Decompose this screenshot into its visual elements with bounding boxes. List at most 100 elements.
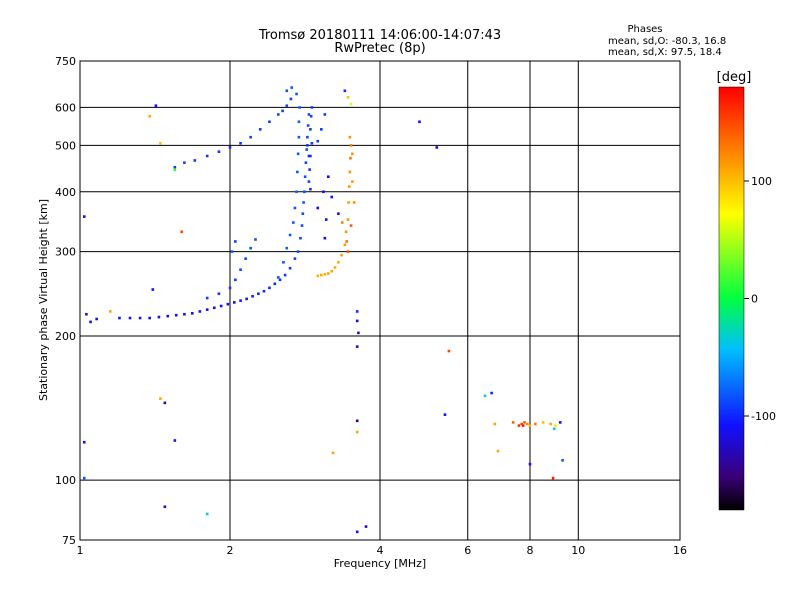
data-point bbox=[528, 462, 532, 466]
y-tick-label: 500 bbox=[55, 139, 76, 152]
y-axis-label: Stationary phase Virtual Height [km] bbox=[37, 199, 50, 401]
data-point bbox=[232, 301, 236, 304]
data-point bbox=[355, 430, 359, 434]
data-point bbox=[554, 424, 557, 427]
data-point bbox=[289, 97, 293, 101]
y-tick-label: 100 bbox=[55, 474, 76, 487]
data-point bbox=[348, 170, 352, 174]
data-point bbox=[558, 421, 562, 424]
data-point bbox=[355, 310, 359, 313]
data-point bbox=[292, 221, 295, 224]
data-point bbox=[305, 148, 308, 151]
data-point bbox=[249, 246, 252, 250]
data-point bbox=[281, 109, 284, 113]
data-point bbox=[219, 304, 223, 308]
data-point bbox=[239, 141, 242, 145]
data-point bbox=[343, 89, 347, 93]
data-point bbox=[316, 274, 320, 278]
data-point bbox=[343, 243, 347, 247]
data-point bbox=[118, 316, 121, 320]
colorbar-tick-label: 100 bbox=[751, 175, 772, 188]
data-point bbox=[285, 104, 289, 107]
data-point bbox=[323, 113, 327, 116]
colorbar-label: [deg] bbox=[717, 70, 752, 85]
data-point bbox=[493, 422, 497, 426]
data-point bbox=[345, 240, 349, 243]
data-point bbox=[320, 273, 323, 277]
x-tick-label: 1 bbox=[77, 544, 84, 557]
data-point bbox=[520, 422, 524, 426]
data-point bbox=[330, 195, 334, 199]
data-point bbox=[323, 236, 327, 240]
data-point bbox=[234, 278, 237, 282]
y-tick-label: 750 bbox=[55, 55, 76, 68]
data-point bbox=[276, 276, 280, 279]
data-point bbox=[552, 427, 556, 431]
data-point bbox=[268, 286, 271, 290]
data-point bbox=[82, 215, 86, 218]
colorbar bbox=[718, 86, 745, 511]
data-point bbox=[303, 190, 306, 194]
data-point bbox=[304, 161, 308, 164]
x-tick-label: 4 bbox=[377, 544, 384, 557]
data-point bbox=[521, 424, 525, 427]
data-point bbox=[511, 421, 515, 424]
data-point bbox=[159, 141, 162, 145]
data-point bbox=[278, 278, 282, 282]
data-point bbox=[239, 268, 242, 272]
data-point bbox=[525, 422, 529, 426]
data-point bbox=[346, 250, 350, 253]
data-point bbox=[82, 440, 86, 444]
data-point bbox=[173, 168, 177, 171]
data-point bbox=[340, 253, 343, 257]
data-point bbox=[296, 170, 299, 174]
data-point bbox=[443, 413, 447, 416]
data-point bbox=[483, 394, 487, 398]
data-point bbox=[296, 152, 300, 156]
data-point bbox=[228, 286, 232, 290]
data-point bbox=[190, 312, 194, 315]
data-point bbox=[174, 313, 178, 317]
data-point bbox=[82, 476, 86, 480]
y-tick-label: 300 bbox=[55, 246, 76, 259]
data-point bbox=[327, 272, 330, 275]
data-point bbox=[300, 224, 304, 227]
grid-lines bbox=[80, 61, 680, 540]
data-point bbox=[148, 316, 152, 320]
data-point bbox=[212, 306, 216, 310]
data-point bbox=[323, 273, 327, 276]
data-point bbox=[324, 218, 328, 221]
data-point bbox=[268, 120, 271, 124]
data-point bbox=[316, 139, 320, 143]
data-point bbox=[217, 150, 221, 153]
data-point bbox=[308, 168, 311, 171]
data-point bbox=[348, 135, 352, 139]
data-point bbox=[346, 95, 350, 99]
data-point bbox=[309, 114, 313, 118]
data-point bbox=[309, 128, 312, 131]
data-point bbox=[95, 317, 98, 321]
data-point bbox=[355, 319, 359, 323]
x-axis-label: Frequency [MHz] bbox=[334, 557, 426, 570]
data-point bbox=[351, 180, 354, 183]
data-point bbox=[273, 282, 277, 286]
data-point bbox=[541, 421, 545, 424]
data-point bbox=[183, 161, 186, 164]
data-point bbox=[230, 250, 234, 253]
data-point bbox=[549, 422, 552, 426]
data-point bbox=[138, 316, 142, 320]
data-point bbox=[151, 288, 155, 291]
data-point bbox=[490, 391, 493, 395]
data-point bbox=[534, 422, 537, 426]
data-point bbox=[108, 310, 112, 313]
data-point bbox=[523, 421, 526, 424]
data-point bbox=[349, 144, 353, 147]
data-point bbox=[159, 397, 162, 400]
data-point bbox=[295, 92, 298, 96]
data-point bbox=[330, 269, 334, 273]
data-point bbox=[89, 320, 92, 324]
data-point bbox=[528, 424, 532, 427]
data-point bbox=[347, 201, 350, 204]
data-point bbox=[193, 159, 197, 162]
